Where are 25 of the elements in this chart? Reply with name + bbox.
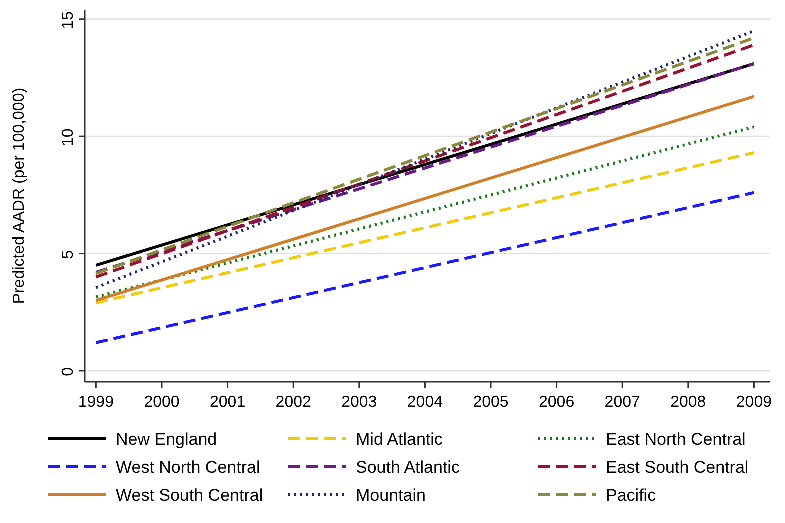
x-tick-label: 2003: [342, 394, 378, 411]
x-tick-label: 2000: [144, 394, 180, 411]
x-tick-label: 2009: [736, 394, 772, 411]
x-tick-label: 2006: [539, 394, 575, 411]
legend-label: Mid Atlantic: [356, 430, 444, 449]
x-tick-label: 2005: [473, 394, 509, 411]
legend-label: West North Central: [116, 458, 260, 477]
legend-label: East South Central: [606, 458, 749, 477]
legend-label: Pacific: [606, 486, 657, 505]
y-tick-label: 0: [60, 367, 77, 376]
legend-label: East North Central: [606, 430, 746, 449]
x-tick-label: 2007: [604, 394, 640, 411]
legend-label: New England: [116, 430, 218, 449]
legend-label: South Atlantic: [356, 458, 460, 477]
x-tick-label: 2004: [407, 394, 444, 411]
x-tick-label: 2008: [670, 394, 706, 411]
y-axis-title: Predicted AADR (per 100,000): [11, 88, 28, 304]
y-tick-label: 10: [60, 128, 77, 146]
x-tick-label: 2002: [276, 394, 312, 411]
y-tick-label: 5: [60, 250, 77, 260]
y-tick-label: 15: [60, 11, 77, 30]
legend-label: West South Central: [116, 486, 264, 505]
legend-label: Mountain: [356, 486, 426, 505]
x-tick-label: 2001: [210, 394, 246, 411]
x-tick-label: 1999: [78, 394, 114, 411]
